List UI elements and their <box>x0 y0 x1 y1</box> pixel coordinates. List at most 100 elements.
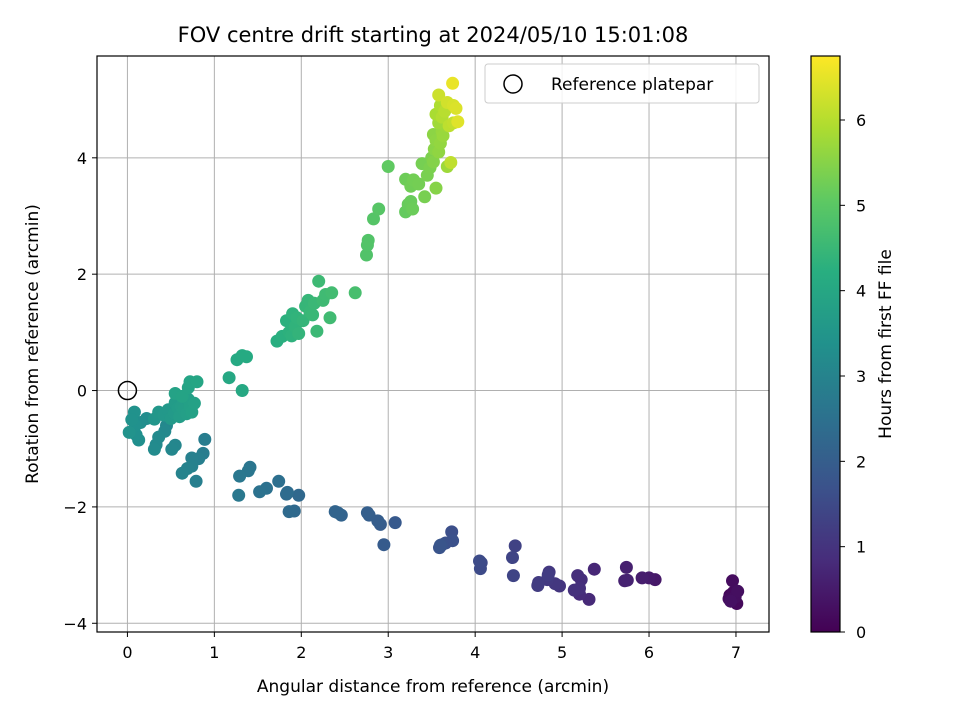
plot-frame <box>96 55 770 633</box>
scatter-point <box>381 160 395 173</box>
scatter-point <box>531 579 545 592</box>
scatter-point <box>571 569 585 583</box>
scatter-point <box>587 562 601 576</box>
scatter-point <box>432 88 446 102</box>
scatter-point <box>360 248 373 262</box>
colorbar-frame <box>810 55 841 633</box>
scatter-point <box>388 516 402 530</box>
scatter-point <box>473 554 486 568</box>
scatter-point <box>175 466 189 480</box>
scatter-point <box>724 594 738 608</box>
scatter-point <box>280 485 294 499</box>
scatter-point <box>372 202 386 216</box>
y-tick-label: −4 <box>63 614 87 633</box>
scatter-point <box>235 384 249 397</box>
y-axis-label: Rotation from reference (arcmin) <box>23 204 43 484</box>
scatter-point <box>348 286 362 300</box>
legend-marker <box>503 74 523 94</box>
scatter-point <box>296 314 310 328</box>
scatter-point <box>444 156 458 169</box>
scatter-point <box>125 413 139 427</box>
x-tick-label: 2 <box>296 643 306 662</box>
y-axis-ticks: −4 −2 0 2 4 <box>63 149 97 633</box>
x-tick-label: 4 <box>470 643 480 662</box>
reference-point-marker <box>117 380 138 401</box>
scatter-point <box>310 324 324 338</box>
colorbar-ticks: 0 1 2 3 4 5 6 <box>840 111 866 642</box>
colorbar-tick-label: 0 <box>856 623 866 642</box>
scatter-point <box>567 583 581 597</box>
colorbar-tick-label: 1 <box>856 538 866 557</box>
scatter-points <box>122 76 745 610</box>
scatter-point <box>582 592 596 606</box>
scatter-point <box>619 560 633 574</box>
x-tick-label: 7 <box>731 643 741 662</box>
scatter-point <box>436 129 450 143</box>
scatter-point <box>240 350 253 364</box>
colorbar-tick-label: 5 <box>856 196 866 215</box>
x-tick-label: 5 <box>557 643 567 662</box>
scatter-point <box>506 551 519 564</box>
colorbar-gradient <box>811 56 840 632</box>
scatter-point <box>361 233 375 247</box>
scatter-point <box>449 101 463 115</box>
scatter-point <box>406 202 420 216</box>
x-axis-label: Angular distance from reference (arcmin) <box>257 677 609 697</box>
scatter-point <box>325 286 339 300</box>
scatter-point <box>147 442 161 456</box>
scatter-point <box>187 396 201 410</box>
scatter-point <box>451 115 465 129</box>
scatter-point <box>312 274 326 288</box>
colorbar-label: Hours from first FF file <box>876 249 896 439</box>
y-tick-label: −2 <box>63 498 87 517</box>
scatter-point <box>232 488 246 502</box>
scatter-point <box>731 584 745 598</box>
scatter-point <box>292 327 306 340</box>
scatter-point <box>429 181 443 195</box>
scatter-point <box>446 76 460 90</box>
scatter-point <box>233 469 247 483</box>
scatter-point <box>122 425 136 439</box>
x-axis-ticks: 0 1 2 3 4 5 6 7 <box>122 632 741 662</box>
scatter-point <box>222 371 236 385</box>
x-tick-label: 6 <box>644 643 654 662</box>
y-tick-label: 4 <box>77 149 87 168</box>
scatter-point <box>328 505 342 519</box>
scatter-point <box>433 538 447 552</box>
scatter-point <box>190 375 204 389</box>
scatter-point <box>165 442 179 456</box>
colorbar: 0 1 2 3 4 5 6 Hours from first FF file <box>810 55 896 642</box>
x-tick-label: 1 <box>209 643 219 662</box>
colorbar-tick-label: 6 <box>856 111 866 130</box>
x-tick-label: 0 <box>122 643 132 662</box>
legend: Reference platepar <box>484 63 760 104</box>
scatter-point <box>726 574 739 588</box>
scatter-point <box>323 311 337 325</box>
scatter-point <box>506 569 520 583</box>
scatter-point <box>282 505 296 519</box>
scatter-point <box>292 488 306 502</box>
x-tick-label: 3 <box>383 643 393 662</box>
colorbar-tick-label: 2 <box>856 452 866 471</box>
scatter-point <box>367 212 380 226</box>
scatter-point <box>426 155 440 169</box>
scatter-point <box>541 568 555 582</box>
scatter-point <box>306 308 320 322</box>
colorbar-tick-label: 4 <box>856 282 866 301</box>
legend-box <box>484 63 760 104</box>
scatter-point <box>508 539 522 553</box>
scatter-point <box>377 538 391 552</box>
scatter-point <box>412 177 426 191</box>
chart-title: FOV centre drift starting at 2024/05/10 … <box>178 23 689 47</box>
scatter-point <box>635 571 649 585</box>
scatter-point <box>418 190 432 204</box>
scatter-point <box>198 432 212 446</box>
scatter-point <box>360 506 374 520</box>
scatter-point <box>620 573 634 587</box>
y-tick-label: 2 <box>77 265 87 284</box>
legend-label: Reference platepar <box>551 75 713 95</box>
y-tick-label: 0 <box>77 382 87 401</box>
scatter-point <box>272 474 286 488</box>
scatter-point <box>253 485 267 499</box>
